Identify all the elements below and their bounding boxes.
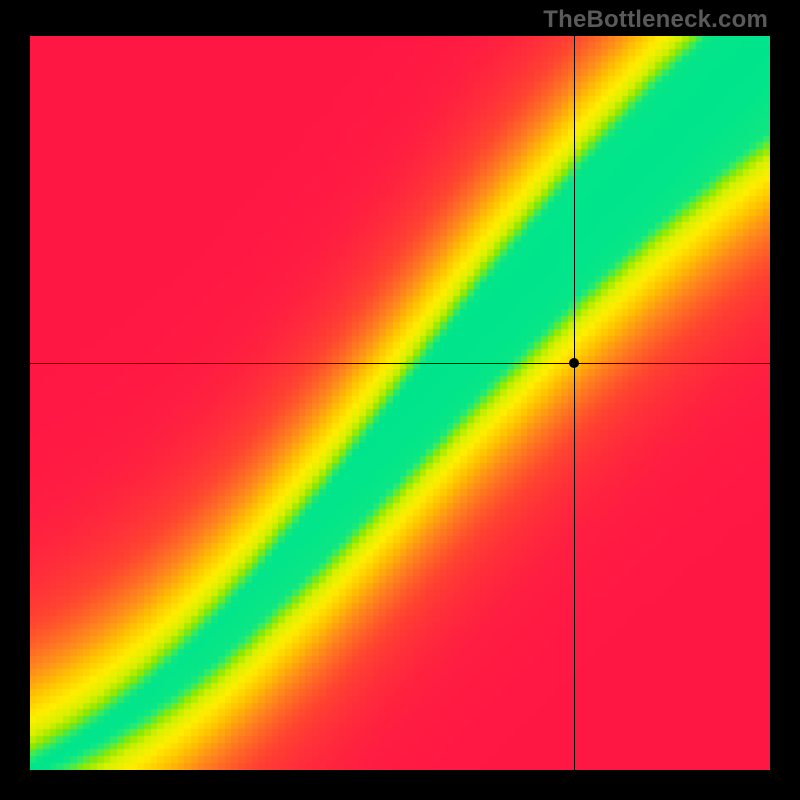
crosshair-vertical [574,36,575,770]
watermark-text: TheBottleneck.com [543,6,768,34]
bottleneck-heatmap [30,36,770,770]
crosshair-marker [569,358,579,368]
crosshair-horizontal [30,363,770,364]
